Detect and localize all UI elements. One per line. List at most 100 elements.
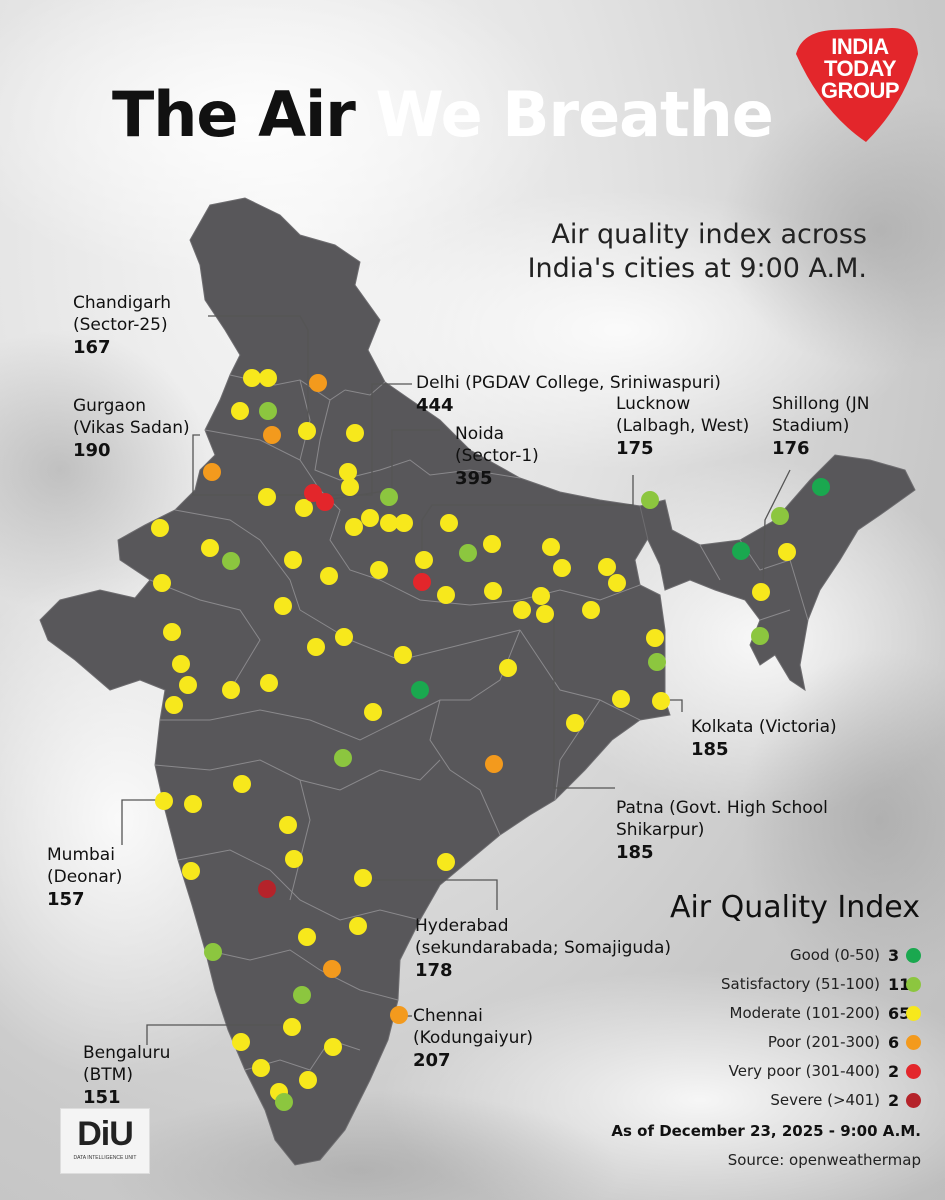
legend-count: 11 [888,974,911,994]
callout-name: Delhi (PGDAV College, Sriniwaspuri) [416,373,721,393]
logo-line-2: TODAY [823,56,897,81]
legend-count: 6 [888,1032,900,1052]
india-mainland-shape [39,197,671,1166]
station-dot-moderate [778,543,796,561]
station-dot-moderate [172,655,190,673]
station-dot-very-poor [413,573,431,591]
station-dot-moderate [285,850,303,868]
callout-name: Shillong (JN [772,394,870,414]
legend-item-very-poor: Very poor (301-400) 2 [729,1060,921,1082]
station-dot-satisfactory [459,544,477,562]
callout-hyderabad: Hyderabad (sekundarabada; Somajiguda) 17… [415,915,671,982]
title-part-1: The Air [112,78,356,151]
station-dot-moderate [284,551,302,569]
callout-aqi-value: 151 [83,1087,121,1108]
station-dot-moderate [151,519,169,537]
legend-label: Good (0-50) [789,946,880,964]
station-dot-satisfactory [380,488,398,506]
callout-name-2: (Sector-25) [73,315,168,335]
callout-kolkata: Kolkata (Victoria) 185 [691,716,837,761]
station-dot-moderate [339,463,357,481]
station-dot-satisfactory [275,1093,293,1111]
legend-dot [906,947,921,963]
callout-aqi-value: 190 [73,440,111,461]
callout-name-2: (sekundarabada; Somajiguda) [415,938,672,958]
station-dot-moderate [243,369,261,387]
station-dot-moderate [279,816,297,834]
station-dot-satisfactory [648,653,666,671]
station-dot-moderate [258,488,276,506]
legend-dot [906,1005,921,1021]
station-dot-very-poor [316,493,334,511]
station-dot-moderate [608,574,626,592]
station-dot-moderate [513,601,531,619]
callout-aqi-value: 207 [413,1050,451,1071]
callout-name-2: Shikarpur) [616,820,705,840]
station-dot-good [411,681,429,699]
legend-count: 65 [888,1003,911,1023]
leader-chandigarh [208,315,309,430]
callout-name-2: (Deonar) [47,867,123,887]
callout-name: Patna (Govt. High School [616,798,828,818]
callout-name: Gurgaon [73,396,147,416]
station-dot-moderate [394,646,412,664]
diu-logo: DiU DATA INTELLIGENCE UNIT [60,1108,150,1174]
station-dot-moderate [179,676,197,694]
station-dot-moderate [483,535,501,553]
station-dot-moderate [222,681,240,699]
legend-count: 2 [888,1090,900,1110]
station-dot-moderate [542,538,560,556]
station-dot-moderate [752,583,770,601]
callout-name-2: (BTM) [83,1065,133,1085]
callout-name-2: (Lalbagh, West) [616,416,750,436]
callout-bengaluru: Bengaluru (BTM) 151 [83,1042,170,1109]
station-dot-satisfactory [334,749,352,767]
title-part-2: We Breathe [375,78,773,151]
station-dot-moderate [536,605,554,623]
leader-delhi [315,383,412,496]
leader-gurgaon [192,434,305,496]
callout-aqi-value: 185 [691,739,729,760]
legend-dot [906,1034,921,1050]
legend-label: Satisfactory (51-100) [720,975,880,993]
station-dot-moderate [165,696,183,714]
northeast-shape [639,454,916,692]
logo-line-1: INDIA [831,34,889,59]
station-dot-moderate [612,690,630,708]
station-dot-poor [309,374,327,392]
legend-label: Poor (201-300) [767,1033,880,1051]
legend-dot [906,1092,921,1108]
callout-name: Lucknow [616,394,691,414]
callout-chandigarh: Chandigarh (Sector-25) 167 [73,292,171,359]
map-subtitle: Air quality index across India's cities … [447,218,867,286]
station-dot-poor [485,755,503,773]
logo-line-3: GROUP [820,78,900,103]
station-dot-satisfactory [641,491,659,509]
diu-subtitle: DATA INTELLIGENCE UNIT [73,1155,137,1161]
station-dot-moderate [307,638,325,656]
station-dot-moderate [232,1033,250,1051]
page-title: The Air We Breathe [112,78,774,151]
aqi-station-dots [151,369,830,1111]
station-dot-moderate [299,1071,317,1089]
legend-count: 2 [888,1061,900,1081]
callout-chennai: Chennai (Kodungaiyur) 207 [413,1005,533,1072]
as-of-date: As of December 23, 2025 - 9:00 A.M. [611,1122,921,1140]
logo-text: INDIA TODAY GROUP [808,36,912,102]
station-dot-satisfactory [771,507,789,525]
callout-name: Mumbai [47,845,115,865]
callout-name: Bengaluru [83,1043,171,1063]
station-dot-moderate [484,582,502,600]
callout-aqi-value: 167 [73,337,111,358]
station-dot-moderate [231,402,249,420]
station-dot-moderate [252,1059,270,1077]
callout-name-2: Stadium) [772,416,850,436]
station-dot-moderate [260,674,278,692]
callout-aqi-value: 395 [455,468,493,489]
station-dot-moderate [184,795,202,813]
station-dot-satisfactory [293,986,311,1004]
callout-name-2: (Vikas Sadan) [73,418,190,438]
legend-label: Severe (>401) [770,1091,880,1109]
